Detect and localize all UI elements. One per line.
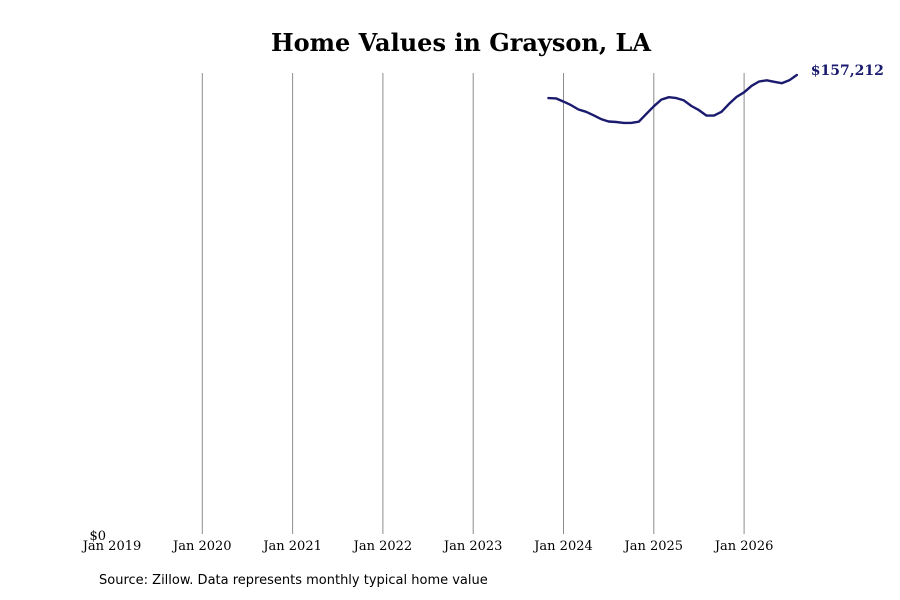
x-tick-label: Jan 2023 xyxy=(442,539,503,554)
home-value-line xyxy=(547,73,798,125)
source-note: Source: Zillow. Data represents monthly … xyxy=(99,573,488,588)
y-tick-label: $0 xyxy=(89,529,106,544)
latest-value-label: $157,212 xyxy=(811,63,884,79)
vertical-gridlines xyxy=(201,73,745,534)
x-tick-label: Jan 2024 xyxy=(532,539,593,554)
chart-title: Home Values in Grayson, LA xyxy=(271,28,651,57)
x-tick-label: Jan 2022 xyxy=(352,539,413,554)
x-tick-label: Jan 2025 xyxy=(623,539,684,554)
x-tick-label: Jan 2026 xyxy=(713,539,774,554)
x-tick-label: Jan 2019 xyxy=(81,539,142,554)
x-axis-tick-labels: Jan 2019 Jan 2020 Jan 2021 Jan 2022 Jan 2023… xyxy=(81,539,774,554)
y-axis-tick-labels: $0 xyxy=(89,529,106,544)
x-tick-label: Jan 2021 xyxy=(261,539,322,554)
x-tick-label: Jan 2020 xyxy=(171,539,232,554)
